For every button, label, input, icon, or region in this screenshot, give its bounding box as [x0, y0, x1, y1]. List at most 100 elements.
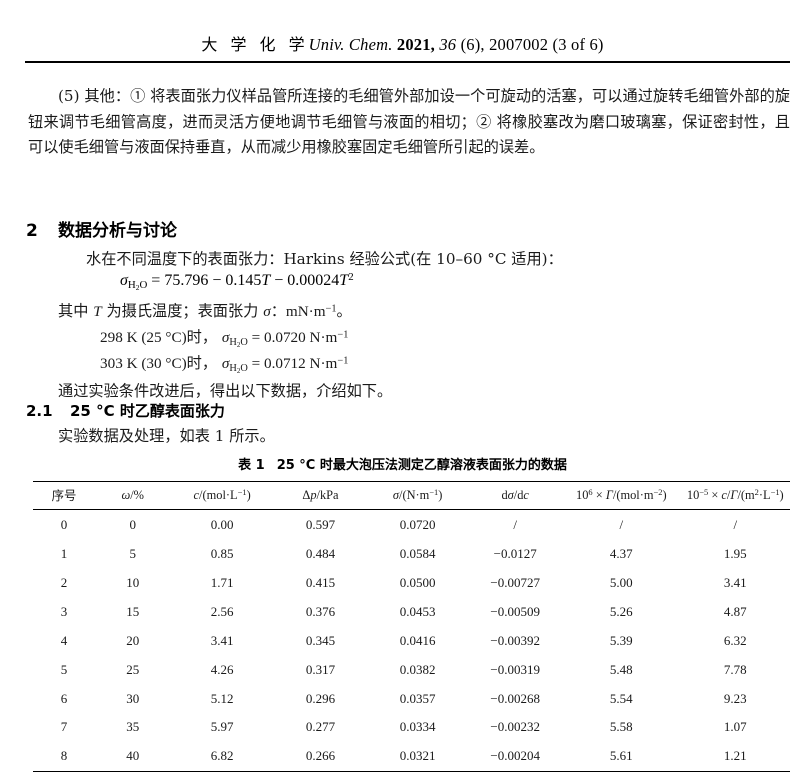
section-2-1-lead: 实验数据及处理，如表 1 所示。: [58, 427, 275, 445]
table-row: 5 25 4.26 0.317 0.0382 −0.00319 5.48 7.7…: [33, 655, 790, 684]
header-rule: [25, 61, 790, 63]
table-row: 8 40 6.82 0.266 0.0321 −0.00204 5.61 1.2…: [33, 741, 790, 772]
cell-concentration: 5.12: [210, 690, 234, 706]
col-header-gamma: 106 × Γ/(mol·m−2): [562, 481, 681, 510]
cell-gamma: 5.39: [609, 632, 633, 648]
cell-omega: 0: [129, 516, 136, 532]
cell-dsigma-dc: −0.00204: [468, 741, 563, 772]
heading-section-2-1-number: 2.1: [26, 402, 53, 420]
cell-concentration: 0.00: [210, 516, 234, 532]
cell-index: 4: [60, 632, 68, 648]
issue-number: (6),: [460, 35, 485, 54]
cell-c-over-gamma: 9.23: [723, 690, 747, 706]
table-1-surface-tension-data: 序号 ω/% c/(mol·L−1) Δp/kPa σ/(N·m−1) dσ/d…: [33, 481, 790, 772]
cell-index: 7: [60, 719, 68, 735]
after-improvement-line: 通过实验条件改进后，得出以下数据，介绍如下。: [58, 382, 393, 400]
cell-omega: 35: [126, 719, 140, 735]
page-of: (3 of 6): [552, 35, 604, 54]
heading-section-2-1: 2.1 25 °C 时乙醇表面张力: [26, 400, 225, 421]
cell-index: 2: [60, 574, 68, 590]
cell-concentration: 0.85: [210, 545, 234, 561]
cell-c-over-gamma: 1.21: [680, 741, 790, 772]
cell-dsigma-dc: −0.00392: [490, 632, 540, 648]
document-page: 大 学 化 学Univ. Chem. 2021, 36 (6), 2007002…: [0, 31, 805, 772]
running-head: 大 学 化 学Univ. Chem. 2021, 36 (6), 2007002…: [0, 31, 805, 55]
journal-name-en: Univ. Chem.: [308, 35, 393, 54]
harkins-where-line: 其中 T 为摄氏温度；表面张力 σ：mN·m−1。: [58, 302, 352, 320]
cell-index: 1: [60, 545, 68, 561]
cell-sigma: 0.0382: [399, 661, 436, 677]
cell-gamma: 5.26: [609, 603, 633, 619]
cell-delta-p: 0.266: [273, 741, 367, 772]
col-header-omega: ω/%: [95, 481, 171, 510]
table-row: 4 20 3.41 0.345 0.0416 −0.00392 5.39 6.3…: [33, 626, 790, 655]
table-row: 3 15 2.56 0.376 0.0453 −0.00509 5.26 4.8…: [33, 597, 790, 626]
cell-concentration: 3.41: [210, 632, 234, 648]
cell-c-over-gamma: 1.95: [723, 545, 747, 561]
cell-concentration: 2.56: [210, 603, 234, 619]
table-row: 1 5 0.85 0.484 0.0584 −0.0127 4.37 1.95: [33, 539, 790, 568]
cell-dsigma-dc: −0.00727: [490, 574, 540, 590]
table-1-label: 表 1: [238, 458, 265, 473]
sigma-value-303k: 303 K (30 °C)时， σH2O = 0.0712 N·m−1: [100, 354, 349, 375]
cell-dsigma-dc: −0.00319: [490, 661, 540, 677]
table-row: 6 30 5.12 0.296 0.0357 −0.00268 5.54 9.2…: [33, 684, 790, 713]
cell-index: 0: [60, 516, 68, 532]
col-header-index: 序号: [33, 481, 96, 510]
cell-concentration: 1.71: [210, 574, 234, 590]
cell-delta-p: 0.345: [305, 632, 336, 648]
heading-section-2-number: 2: [26, 221, 38, 241]
cell-sigma: 0.0453: [399, 603, 436, 619]
cell-concentration: 5.97: [210, 719, 234, 735]
heading-section-2: 2 数据分析与讨论: [26, 216, 177, 241]
cell-omega: 15: [126, 603, 140, 619]
cell-dsigma-dc: −0.0127: [493, 545, 537, 561]
harkins-formula: σH2O = 75.796 − 0.145T − 0.00024T2: [120, 271, 354, 292]
cell-c-over-gamma: 7.78: [723, 661, 747, 677]
cell-sigma: 0.0321: [366, 741, 469, 772]
cell-gamma: /: [619, 516, 624, 532]
cell-gamma: 5.48: [609, 661, 633, 677]
cell-concentration: 6.82: [170, 741, 274, 772]
col-header-c-over-gamma: 10−5 × c/Γ/(m2·L−1): [680, 481, 790, 510]
cell-c-over-gamma: 4.87: [723, 603, 747, 619]
cell-index: 5: [60, 661, 68, 677]
heading-section-2-title: 数据分析与讨论: [58, 221, 177, 241]
cell-dsigma-dc: −0.00268: [490, 690, 540, 706]
cell-omega: 30: [126, 690, 140, 706]
col-header-sigma: σ/(N·m−1): [366, 481, 469, 510]
cell-gamma: 5.58: [609, 719, 633, 735]
cell-dsigma-dc: −0.00232: [490, 719, 540, 735]
cell-dsigma-dc: −0.00509: [490, 603, 540, 619]
cell-sigma: 0.0357: [399, 690, 436, 706]
cell-c-over-gamma: 6.32: [723, 632, 747, 648]
cell-c-over-gamma: 1.07: [723, 719, 747, 735]
cell-delta-p: 0.376: [305, 603, 336, 619]
table-1-caption-text: 25 °C 时最大泡压法测定乙醇溶液表面张力的数据: [276, 458, 567, 473]
cell-sigma: 0.0416: [399, 632, 436, 648]
cell-delta-p: 0.415: [305, 574, 336, 590]
col-header-dsigma-dc: dσ/dc: [468, 481, 563, 510]
article-id: 2007002: [489, 35, 549, 54]
cell-sigma: 0.0334: [399, 719, 436, 735]
cell-concentration: 4.26: [210, 661, 234, 677]
cell-index: 8: [33, 741, 96, 772]
cell-gamma: 4.37: [609, 545, 633, 561]
journal-name-cn: 大 学 化 学: [201, 35, 309, 54]
harkins-intro-line: 水在不同温度下的表面张力：Harkins 经验公式(在 10–60 °C 适用)…: [86, 250, 563, 268]
cell-delta-p: 0.484: [305, 545, 336, 561]
paragraph-other-improvements: (5) 其他：① 将表面张力仪样品管所连接的毛细管外部加设一个可旋动的活塞，可以…: [28, 87, 790, 156]
cell-omega: 25: [126, 661, 140, 677]
cell-delta-p: 0.277: [305, 719, 336, 735]
cell-omega: 5: [129, 545, 136, 561]
cell-delta-p: 0.317: [305, 661, 336, 677]
cell-c-over-gamma: /: [733, 516, 738, 532]
cell-omega: 20: [126, 632, 140, 648]
cell-gamma: 5.61: [562, 741, 681, 772]
table-body: 0 0 0.00 0.597 0.0720 / / / 1 5 0.85 0.4…: [33, 510, 790, 772]
col-header-concentration: c/(mol·L−1): [170, 481, 274, 510]
table-row: 0 0 0.00 0.597 0.0720 / / /: [33, 510, 790, 539]
table-1-caption: 表 1 25 °C 时最大泡压法测定乙醇溶液表面张力的数据: [0, 454, 805, 473]
cell-c-over-gamma: 3.41: [723, 574, 747, 590]
cell-delta-p: 0.296: [305, 690, 336, 706]
